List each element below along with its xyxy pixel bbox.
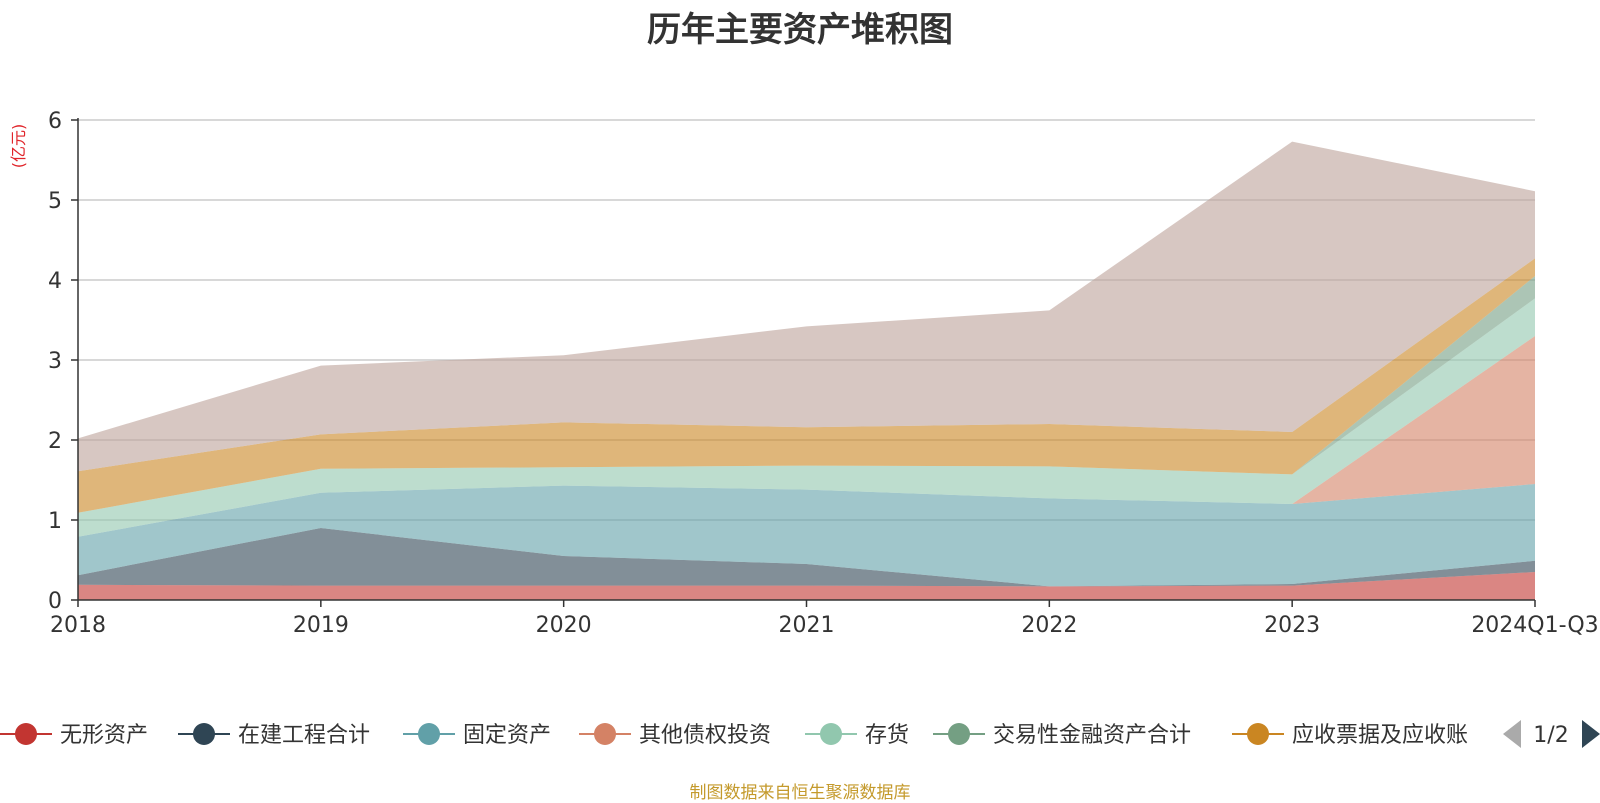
y-tick-label: 3 bbox=[48, 349, 62, 374]
y-tick-label: 0 bbox=[48, 589, 62, 614]
area-series-layer bbox=[78, 141, 1535, 600]
area-series bbox=[78, 141, 1535, 472]
legend-marker bbox=[418, 723, 440, 745]
legend-label: 在建工程合计 bbox=[238, 723, 370, 748]
x-tick-label: 2023 bbox=[1264, 613, 1320, 638]
y-axis-unit-label: (亿元) bbox=[9, 124, 28, 169]
triangle-right-icon[interactable] bbox=[1582, 720, 1600, 748]
legend-marker bbox=[594, 723, 616, 745]
legend-marker bbox=[948, 723, 970, 745]
triangle-left-icon[interactable] bbox=[1503, 720, 1521, 748]
legend-label: 无形资产 bbox=[60, 723, 148, 748]
x-tick-label: 2024Q1-Q3 bbox=[1471, 613, 1598, 638]
legend-marker bbox=[1247, 723, 1269, 745]
source-note: 制图数据来自恒生聚源数据库 bbox=[689, 783, 911, 803]
y-tick-label: 5 bbox=[48, 189, 62, 214]
legend-label: 交易性金融资产合计 bbox=[993, 723, 1191, 748]
legend-label: 应收票据及应收账 bbox=[1292, 723, 1468, 748]
y-tick-label: 4 bbox=[48, 269, 62, 294]
area-series bbox=[78, 258, 1535, 513]
legend-page-indicator: 1/2 bbox=[1533, 723, 1568, 748]
y-tick-label: 6 bbox=[48, 109, 62, 134]
x-tick-label: 2020 bbox=[536, 613, 592, 638]
legend-label: 存货 bbox=[865, 723, 909, 748]
legend-marker bbox=[820, 723, 842, 745]
legend-marker bbox=[193, 723, 215, 745]
area-series bbox=[78, 572, 1535, 600]
y-tick-label: 1 bbox=[48, 509, 62, 534]
legend-pager: 1/2 bbox=[1503, 720, 1600, 748]
area-series bbox=[78, 298, 1535, 537]
area-series bbox=[78, 484, 1535, 587]
x-tick-label: 2022 bbox=[1021, 613, 1077, 638]
x-tick-label: 2018 bbox=[50, 613, 106, 638]
legend: 无形资产 在建工程合计 固定资产 其他债权投资 存货 交易性金融资产合计 应收票据及应收账 bbox=[0, 723, 1468, 748]
legend-label: 固定资产 bbox=[463, 723, 551, 748]
legend-marker bbox=[15, 723, 37, 745]
area-series bbox=[78, 528, 1535, 587]
axes: 0 1 2 3 4 5 6 2018 2019 2020 2021 2022 2023 2024Q1-Q3 bbox=[48, 109, 1599, 638]
x-tick-label: 2021 bbox=[779, 613, 835, 638]
chart-title: 历年主要资产堆积图 bbox=[647, 10, 953, 50]
legend-label: 其他债权投资 bbox=[639, 723, 771, 748]
y-tick-label: 2 bbox=[48, 429, 62, 454]
x-tick-label: 2019 bbox=[293, 613, 349, 638]
